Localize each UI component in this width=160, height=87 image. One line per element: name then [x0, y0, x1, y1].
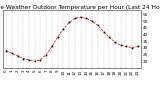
Title: Milwaukee Weather Outdoor Temperature per Hour (Last 24 Hours): Milwaukee Weather Outdoor Temperature pe…	[0, 5, 160, 10]
